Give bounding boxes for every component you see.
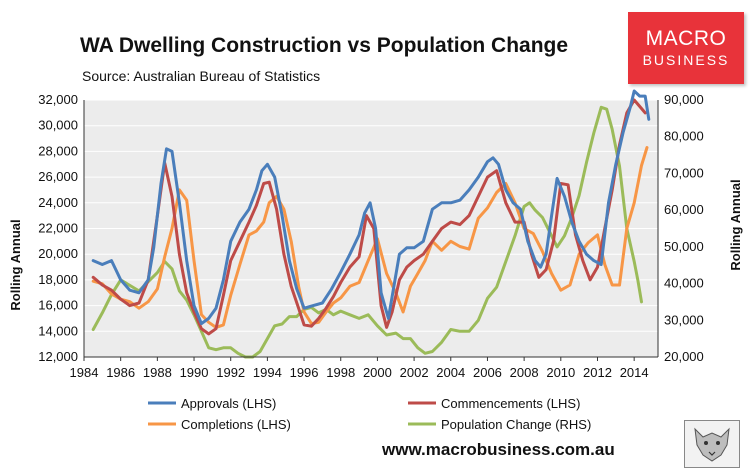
right-axis-title: Rolling Annual [728,179,743,270]
x-tick-label: 2006 [473,365,502,380]
y2-tick-label: 50,000 [664,239,704,254]
y-tick-label: 16,000 [38,298,78,313]
legend: Approvals (LHS) Commencements (LHS) Comple… [148,396,591,432]
left-axis-title: Rolling Annual [8,219,23,310]
series-line-commencements [91,98,647,336]
chart-title: WA Dwelling Construction vs Population C… [80,34,569,57]
legend-label: Completions (LHS) [181,417,291,432]
x-tick-label: 1996 [290,365,319,380]
y2-tick-label: 40,000 [664,276,704,291]
series-line-approvals [91,89,651,326]
legend-label: Commencements (LHS) [441,396,580,411]
logo-line-1: MACRO [645,27,727,50]
legend-label: Approvals (LHS) [181,396,276,411]
y-tick-label: 28,000 [38,143,78,158]
y-tick-label: 12,000 [38,349,78,364]
chart-subtitle: Source: Australian Bureau of Statistics [82,68,321,84]
x-tick-label: 2004 [436,365,465,380]
x-tick-label: 2010 [546,365,575,380]
tick-labels: 12,000 14,000 16,000 18,000 20,000 22,000 24,0… [38,92,704,380]
x-tick-label: 2014 [620,365,649,380]
x-tick-label: 1984 [70,365,99,380]
x-tick-label: 1998 [326,365,355,380]
y-tick-label: 14,000 [38,323,78,338]
y-tick-label: 20,000 [38,246,78,261]
y2-tick-label: 60,000 [664,202,704,217]
macrobusiness-logo: MACRO BUSINESS [628,12,744,84]
y-tick-label: 30,000 [38,118,78,133]
y-tick-label: 24,000 [38,195,78,210]
x-tick-label: 2012 [583,365,612,380]
logo-line-2: BUSINESS [642,52,730,68]
x-tick-label: 1990 [180,365,209,380]
x-tick-label: 1986 [106,365,135,380]
y2-tick-label: 90,000 [664,92,704,107]
x-tick-label: 2008 [510,365,539,380]
y2-tick-label: 70,000 [664,165,704,180]
x-tick-label: 2002 [400,365,429,380]
y2-tick-label: 80,000 [664,129,704,144]
y2-tick-label: 30,000 [664,312,704,327]
y-tick-label: 18,000 [38,272,78,287]
y-tick-label: 32,000 [38,92,78,107]
footer-url: www.macrobusiness.com.au [382,440,615,459]
wolf-icon [684,420,740,468]
legend-label: Population Change (RHS) [441,417,591,432]
x-tick-label: 1988 [143,365,172,380]
x-tick-label: 1992 [216,365,245,380]
y-tick-label: 26,000 [38,169,78,184]
series-layer [91,89,651,359]
x-tick-label: 1994 [253,365,282,380]
y2-tick-label: 20,000 [664,349,704,364]
x-tick-label: 2000 [363,365,392,380]
series-line-completions [91,146,649,329]
y-tick-label: 22,000 [38,221,78,236]
